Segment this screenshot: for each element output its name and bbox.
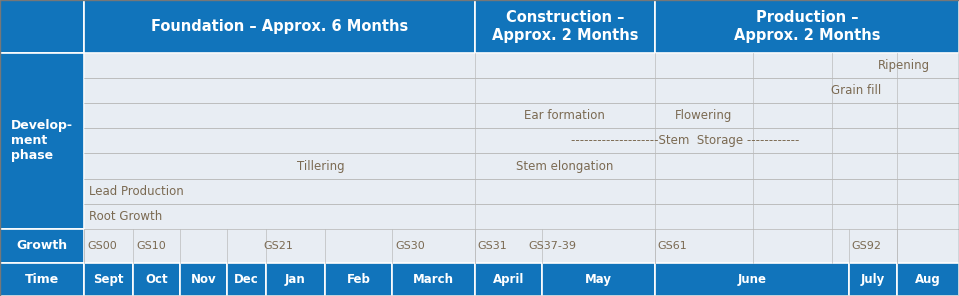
Text: Dec: Dec — [234, 273, 259, 286]
Bar — [475, 0, 655, 53]
Text: Ripening: Ripening — [877, 59, 930, 72]
Bar — [84, 179, 959, 204]
Bar — [655, 263, 849, 296]
Text: GS21: GS21 — [264, 241, 293, 251]
Text: Feb: Feb — [347, 273, 370, 286]
Text: Growth: Growth — [16, 239, 68, 252]
Text: Nov: Nov — [191, 273, 217, 286]
Text: June: June — [737, 273, 766, 286]
Text: Ear formation: Ear formation — [525, 109, 605, 122]
Text: Flowering: Flowering — [675, 109, 733, 122]
Bar — [0, 53, 84, 229]
Text: May: May — [585, 273, 612, 286]
Bar — [542, 263, 655, 296]
Bar — [84, 0, 475, 53]
Bar — [84, 128, 959, 154]
Text: Construction –
Approx. 2 Months: Construction – Approx. 2 Months — [492, 10, 638, 43]
Bar — [84, 103, 959, 128]
Text: Oct: Oct — [146, 273, 168, 286]
Bar — [84, 78, 959, 103]
Text: April: April — [493, 273, 524, 286]
Bar — [475, 263, 542, 296]
Text: March: March — [413, 273, 454, 286]
Text: Production –
Approx. 2 Months: Production – Approx. 2 Months — [734, 10, 880, 43]
Text: Foundation – Approx. 6 Months: Foundation – Approx. 6 Months — [151, 19, 409, 34]
Text: Aug: Aug — [915, 273, 941, 286]
Bar — [84, 53, 959, 78]
Bar — [133, 263, 180, 296]
Text: GS92: GS92 — [852, 241, 881, 251]
Text: Root Growth: Root Growth — [89, 210, 162, 223]
Bar — [180, 263, 227, 296]
Text: Develop-
ment
phase: Develop- ment phase — [12, 119, 73, 163]
Bar — [655, 0, 959, 53]
Text: GS61: GS61 — [658, 241, 688, 251]
Bar — [325, 263, 392, 296]
Bar — [227, 263, 266, 296]
Bar — [849, 263, 897, 296]
Text: Time: Time — [25, 273, 59, 286]
Bar — [84, 263, 133, 296]
Text: Tillering: Tillering — [297, 160, 345, 173]
Bar — [84, 229, 959, 263]
Bar — [84, 204, 959, 229]
Text: Lead Production: Lead Production — [89, 185, 184, 198]
Text: GS30: GS30 — [395, 241, 425, 251]
Bar — [392, 263, 475, 296]
Bar — [897, 263, 959, 296]
Text: Jan: Jan — [285, 273, 306, 286]
Bar — [0, 263, 84, 296]
Bar — [266, 263, 325, 296]
Text: Stem elongation: Stem elongation — [516, 160, 614, 173]
Text: Sept: Sept — [94, 273, 124, 286]
Bar — [84, 154, 959, 179]
Text: Grain fill: Grain fill — [830, 84, 881, 97]
Text: GS10: GS10 — [136, 241, 166, 251]
Text: GS37-39: GS37-39 — [528, 241, 576, 251]
Text: --------------------Stem  Storage ------------: --------------------Stem Storage -------… — [572, 134, 800, 147]
Bar — [0, 0, 84, 53]
Text: GS00: GS00 — [87, 241, 117, 251]
Text: GS31: GS31 — [478, 241, 507, 251]
Text: July: July — [860, 273, 885, 286]
Bar — [0, 229, 84, 263]
